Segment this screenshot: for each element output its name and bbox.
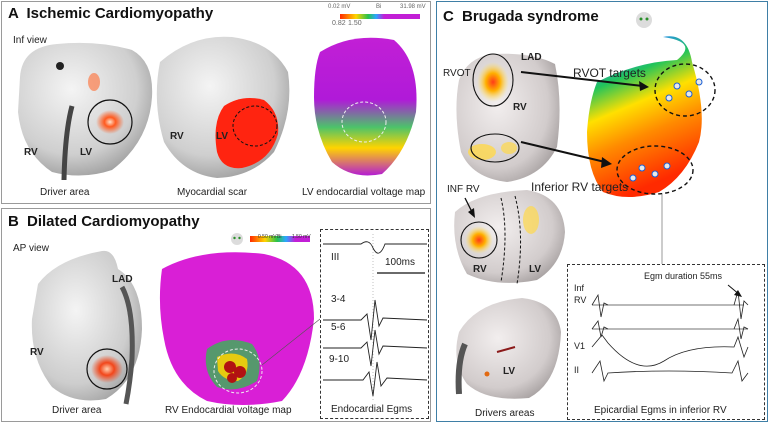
epicardial-egm-box: Egm duration 55ms Inf RV V1 II Epicardia… [567, 264, 765, 420]
lead-v1: V1 [574, 341, 586, 351]
panel-a-graphics [18, 14, 420, 181]
dashed-line-1 [500, 197, 506, 283]
caption-driver-area: Driver area [40, 187, 90, 198]
scale-low-2: 1.50 [348, 20, 362, 27]
panel-a-letter: A [8, 5, 19, 22]
lv-voltage-map [314, 37, 417, 176]
scale-min: 0.50 mV [258, 234, 277, 240]
label-rv-2: RV [170, 131, 184, 142]
caption-myocardial-scar: Myocardial scar [177, 187, 248, 198]
arrow-inferior [520, 141, 606, 163]
egm-lead-1: III [331, 252, 340, 263]
label-lad: LAD [521, 52, 542, 63]
orientation-face-icon [636, 12, 652, 28]
voltage-dashed-circle [341, 101, 387, 143]
voltage-dashed-circle [213, 348, 263, 394]
label-rv: RV [513, 102, 527, 113]
scale-max: 1.50 mV [292, 234, 311, 240]
panel-c-title: Brugada syndrome [462, 8, 599, 25]
scale-low-1: 0.82 [332, 20, 346, 27]
panel-ischemic-cardiomyopathy: A Ischemic Cardiomyopathy Inf view RV LV… [1, 1, 431, 204]
label-lv: LV [80, 147, 93, 158]
inferior-targets-dashed [616, 145, 694, 195]
label-lv-2: LV [216, 131, 229, 142]
catheter-shaft [119, 285, 135, 405]
catheter-bottom [455, 342, 468, 395]
catheter-tip [56, 62, 64, 70]
inf-rv-hotspot-2 [501, 142, 517, 154]
egm-duration: Egm duration 55ms [644, 271, 723, 281]
panel-b-letter: B [8, 213, 19, 230]
label-lad: LAD [112, 274, 133, 285]
panel-brugada-syndrome: C Brugada syndrome RVOT LAD RV RVOT targ… [436, 1, 768, 422]
label-rv: RV [30, 347, 44, 358]
rvot-targets-dashed [654, 63, 716, 117]
egm-lead-2: 3-4 [331, 294, 346, 305]
egm-traces [323, 234, 428, 402]
panel-b-graphics [31, 233, 321, 405]
scale-mid: Bi [277, 234, 282, 240]
caption-epicardial-egms: Epicardial Egms in inferior RV [594, 405, 727, 416]
orientation-face-icon [231, 233, 243, 245]
driver-circle [87, 99, 133, 145]
driver-circle [86, 348, 128, 390]
caption-lv-voltage: LV endocardial voltage map [302, 187, 426, 198]
lead-inf: Inf [574, 283, 585, 293]
label-inf-rv: INF RV [447, 184, 480, 195]
rvot-hotspot [477, 62, 509, 102]
lesion-1 [224, 361, 236, 373]
caption-rv-voltage: RV Endocardial voltage map [165, 405, 292, 416]
panel-b-view: AP view [13, 243, 49, 254]
voltage-scale-bar [250, 236, 310, 242]
panel-dilated-cardiomyopathy: B Dilated Cardiomyopathy AP view LAD RV … [1, 208, 431, 422]
panel-c-graphics [454, 12, 716, 399]
scale-max: 31.98 mV [400, 4, 426, 10]
dashed-line-2 [514, 195, 522, 285]
endocardial-egm-box: III 100ms 3-4 5-6 9-10 Endocardial Egms [320, 229, 429, 419]
lesion-3 [227, 373, 237, 383]
caption-driver-area: Driver area [52, 405, 102, 416]
lead-rv: RV [574, 295, 587, 305]
scale-min: 0.02 mV [328, 4, 351, 10]
scale-mid: Bi [376, 4, 382, 10]
epicardial-activation-map [587, 36, 702, 198]
label-rv: RV [24, 147, 38, 158]
rvot-circle [472, 53, 514, 107]
caption-drivers-areas: Drivers areas [475, 408, 535, 419]
voltage-scale-bar [340, 14, 420, 19]
label-rvot: RVOT [443, 68, 471, 79]
label-inferior-targets: Inferior RV targets [531, 180, 629, 194]
rv-voltage-map [159, 252, 314, 405]
label-lv-2: LV [503, 366, 516, 377]
connector-line [261, 318, 321, 366]
catheter-shaft [61, 105, 75, 181]
scar-dashed-circle [232, 105, 278, 147]
egm-lead-4: 9-10 [329, 354, 350, 365]
label-lv: LV [529, 264, 542, 275]
caption-endocardial-egms: Endocardial Egms [331, 404, 413, 415]
arrow-rvot [520, 71, 644, 87]
inf-driver-circle [460, 221, 498, 259]
epicardial-egm-traces [591, 284, 749, 383]
egm-scale: 100ms [385, 257, 416, 268]
driver-hotspot [91, 355, 123, 383]
panel-a-view: Inf view [13, 35, 47, 46]
driver-hotspot [96, 110, 124, 134]
label-rv-2: RV [473, 264, 487, 275]
lesion-2 [234, 366, 246, 378]
inf-rv-circle [470, 133, 520, 163]
label-rvot-targets: RVOT targets [573, 66, 646, 80]
panel-b-title: Dilated Cardiomyopathy [27, 213, 200, 230]
driver-hotspot-upper [88, 73, 100, 91]
panel-a-title: Ischemic Cardiomyopathy [26, 5, 214, 22]
inf-driver-hotspot [465, 226, 493, 254]
panel-c-letter: C [443, 8, 454, 25]
heart-rvot [456, 53, 560, 182]
lead-ii: II [574, 365, 580, 375]
egm-lead-3: 5-6 [331, 322, 346, 333]
scar-region [215, 98, 279, 169]
